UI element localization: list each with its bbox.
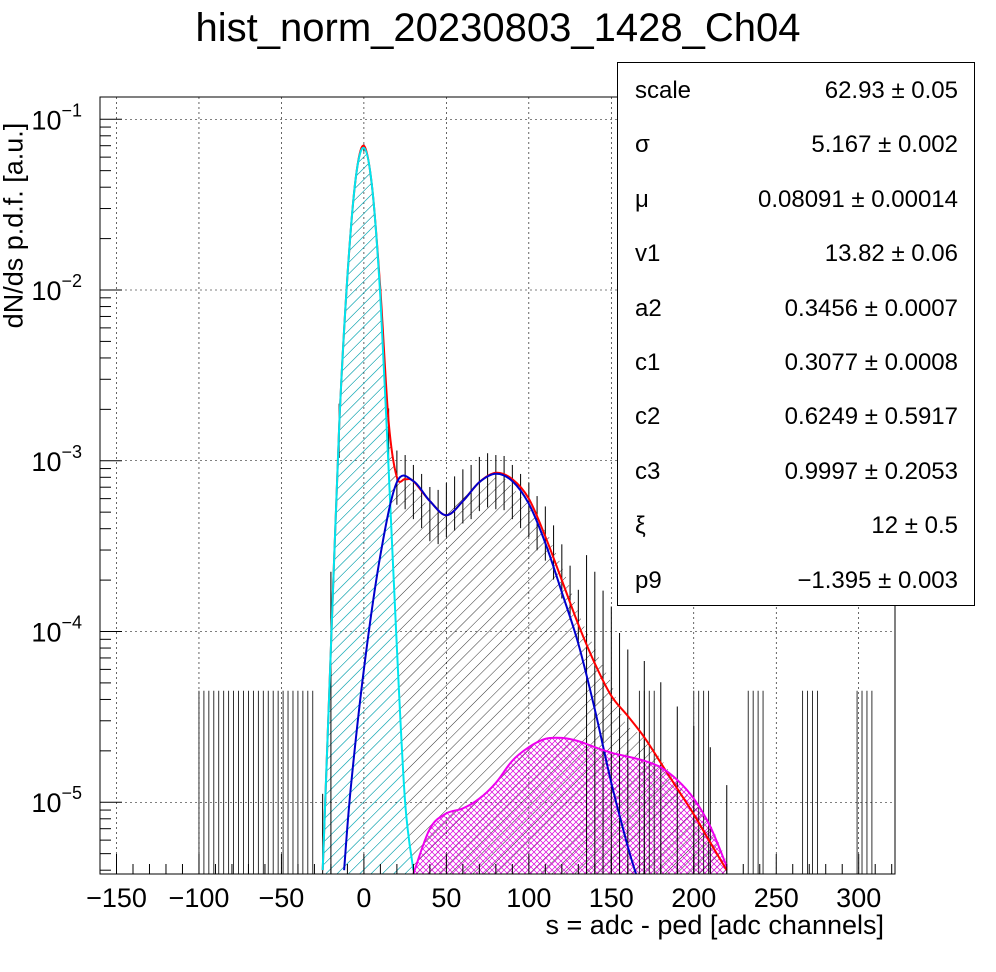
x-tick-label: 50 xyxy=(431,883,461,913)
histogram-fill xyxy=(322,147,727,874)
stats-param-value: 13.82 ± 0.06 xyxy=(824,240,958,268)
stats-param-name: μ xyxy=(635,185,649,213)
stats-row: p9 −1.395 ± 0.003 xyxy=(618,553,974,607)
x-axis-label: s = adc - ped [adc channels] xyxy=(545,910,884,940)
stats-param-value: 62.93 ± 0.05 xyxy=(824,77,958,104)
x-tick-label: 200 xyxy=(671,883,716,913)
stats-param-value: 12 ± 0.5 xyxy=(871,512,958,540)
x-tick-label: 250 xyxy=(754,883,799,913)
stats-param-name: ξ xyxy=(635,512,646,540)
stats-param-name: σ xyxy=(635,131,650,159)
stats-param-value: 0.08091 ± 0.00014 xyxy=(757,185,958,213)
stats-row: σ 5.167 ± 0.002 xyxy=(618,117,974,171)
stats-param-name: p9 xyxy=(635,566,662,594)
y-axis: 10−1 10−2 10−3 10−4 10−5 xyxy=(31,100,122,871)
stats-row: v1 13.82 ± 0.06 xyxy=(618,226,974,280)
stats-row: c1 0.3077 ± 0.0008 xyxy=(618,335,974,389)
y-tick-label: 10−3 xyxy=(31,442,82,477)
x-axis: −150 −100 −50 0 50 100 150 200 250 300 xyxy=(86,854,893,913)
stats-row: ξ 12 ± 0.5 xyxy=(618,498,974,552)
stats-row: μ 0.08091 ± 0.00014 xyxy=(618,172,974,226)
y-tick-label: 10−2 xyxy=(31,271,82,306)
y-axis-label: dN/ds p.d.f. [a.u.] xyxy=(0,122,29,329)
x-tick-label: −100 xyxy=(169,883,230,913)
x-tick-label: −150 xyxy=(86,883,147,913)
stats-box: scale 62.93 ± 0.05 σ 5.167 ± 0.002 μ 0.08091 … xyxy=(617,62,975,606)
y-tick-label: 10−1 xyxy=(31,100,82,135)
secondary-fill xyxy=(413,737,727,874)
chart-title: hist_norm_20230803_1428_Ch04 xyxy=(195,6,801,50)
x-tick-label: 100 xyxy=(506,883,551,913)
x-tick-label: 0 xyxy=(356,883,371,913)
signal-curve xyxy=(343,472,637,874)
stats-param-name: a2 xyxy=(635,294,662,322)
secondary-curve xyxy=(412,736,728,874)
pedestal-curve xyxy=(321,146,415,871)
stats-param-name: c3 xyxy=(635,457,661,485)
x-tick-label: 300 xyxy=(836,883,881,913)
x-tick-label: 150 xyxy=(589,883,634,913)
stats-param-value: 0.9997 ± 0.2053 xyxy=(784,457,958,485)
stats-row: c2 0.6249 ± 0.5917 xyxy=(618,389,974,443)
stats-row: scale 62.93 ± 0.05 xyxy=(618,63,974,117)
stats-param-value: 0.6249 ± 0.5917 xyxy=(784,403,958,431)
stats-param-name: c1 xyxy=(635,349,661,376)
stats-param-name: c2 xyxy=(635,403,661,431)
stats-param-value: 5.167 ± 0.002 xyxy=(811,131,958,159)
stats-param-name: v1 xyxy=(635,240,661,268)
pedestal-fill xyxy=(322,147,414,874)
stats-param-name: scale xyxy=(635,77,692,104)
y-tick-label: 10−4 xyxy=(31,613,82,648)
stats-param-value: 0.3077 ± 0.0008 xyxy=(784,349,958,376)
x-tick-label: −50 xyxy=(259,883,305,913)
stats-row: a2 0.3456 ± 0.0007 xyxy=(618,281,974,335)
stats-param-value: −1.395 ± 0.003 xyxy=(797,566,958,594)
stats-row: c3 0.9997 ± 0.2053 xyxy=(618,444,974,498)
y-tick-label: 10−5 xyxy=(31,783,82,818)
stats-param-value: 0.3456 ± 0.0007 xyxy=(784,294,958,322)
